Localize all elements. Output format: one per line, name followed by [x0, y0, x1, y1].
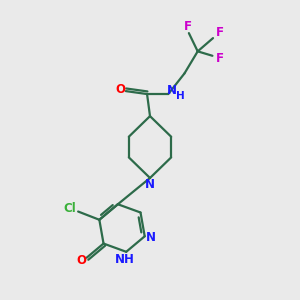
Text: N: N [146, 231, 156, 244]
Text: Cl: Cl [64, 202, 76, 215]
Text: F: F [216, 52, 224, 64]
Text: NH: NH [115, 253, 135, 266]
Text: F: F [183, 20, 191, 33]
Text: N: N [167, 84, 177, 97]
Text: O: O [76, 254, 86, 267]
Text: H: H [176, 91, 185, 100]
Text: O: O [115, 83, 125, 96]
Text: F: F [215, 26, 223, 39]
Text: N: N [145, 178, 155, 191]
